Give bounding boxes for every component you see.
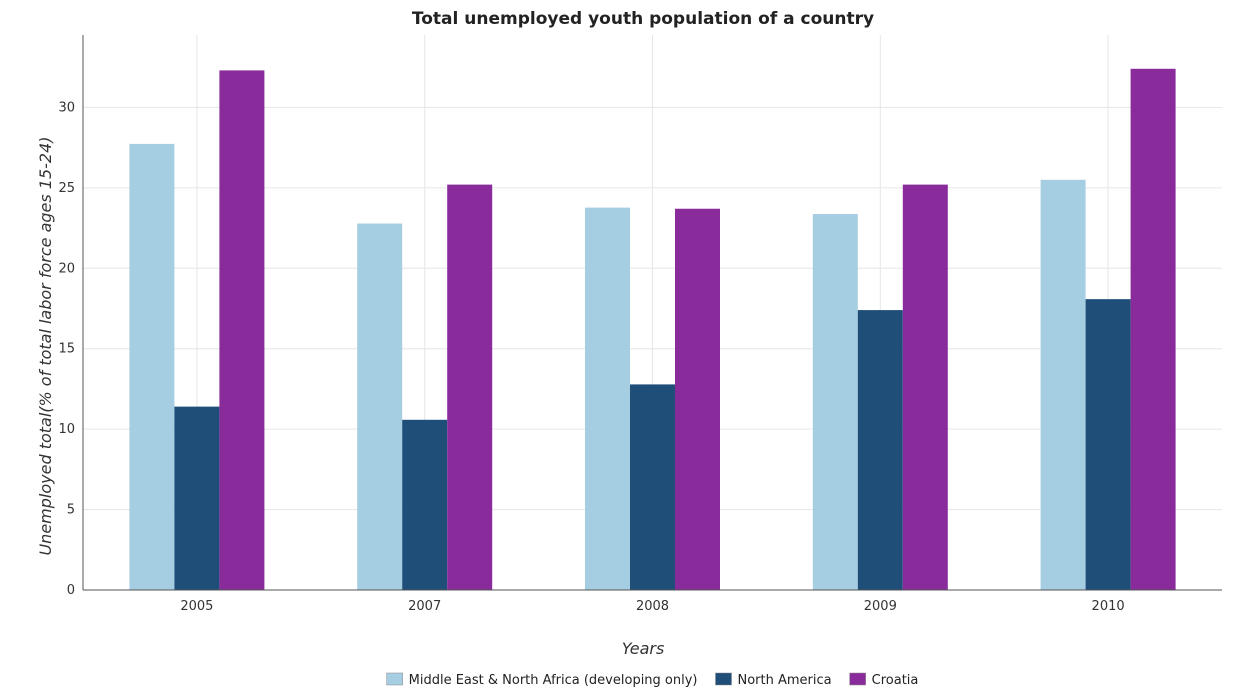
bar-2-3	[902, 184, 948, 590]
bar-2-4	[1130, 68, 1176, 591]
legend-label-2: Croatia	[872, 673, 919, 688]
legend-label-0: Middle East & North Africa (developing o…	[409, 673, 698, 688]
y-tick-label-3: 15	[58, 342, 75, 357]
bar-2-1	[447, 184, 493, 590]
legend-swatch-2	[849, 672, 866, 686]
y-axis-label: Unemployed total(% of total labor force …	[36, 136, 55, 555]
y-tick-label-0: 0	[67, 583, 75, 598]
bar-0-4	[1040, 179, 1086, 591]
x-tick-label-4: 2010	[1092, 599, 1125, 614]
x-tick-label-0: 2005	[180, 599, 213, 614]
legend-swatch-1	[715, 672, 732, 686]
y-tick-label-5: 25	[58, 181, 75, 196]
bar-0-2	[585, 207, 630, 590]
bar-0-3	[812, 214, 858, 590]
x-axis-label: Years	[622, 639, 665, 658]
bar-1-1	[402, 419, 448, 590]
bar-1-2	[630, 384, 675, 590]
bar-2-0	[219, 70, 265, 591]
y-tick-label-4: 20	[58, 261, 75, 276]
tick-labels: 0 5 10 15 20 25 30 2005 2007 2008 2009 2010	[58, 100, 1124, 614]
y-tick-label-1: 5	[67, 503, 75, 518]
x-tick-label-2: 2008	[636, 599, 669, 614]
bars	[129, 68, 1176, 591]
legend-item-0: Middle East & North Africa (developing o…	[386, 672, 698, 688]
bar-1-3	[857, 310, 903, 590]
bar-0-1	[357, 223, 403, 590]
bar-2-2	[675, 208, 720, 590]
legend-label-1: North America	[738, 673, 832, 688]
x-tick-label-1: 2007	[408, 599, 441, 614]
axes	[82, 35, 1222, 591]
bar-0-0	[129, 143, 175, 590]
legend: Middle East & North Africa (developing o…	[386, 672, 919, 688]
x-tick-label-3: 2009	[864, 599, 897, 614]
bar-1-4	[1085, 299, 1131, 590]
legend-item-2: Croatia	[849, 672, 919, 688]
chart-title: Total unemployed youth population of a c…	[412, 9, 874, 29]
legend-swatch-0	[386, 672, 403, 686]
grid-lines	[83, 35, 1222, 591]
bar-1-0	[174, 406, 220, 590]
y-tick-label-2: 10	[58, 422, 75, 437]
legend-item-1: North America	[715, 672, 832, 688]
y-tick-label-6: 30	[58, 100, 75, 115]
